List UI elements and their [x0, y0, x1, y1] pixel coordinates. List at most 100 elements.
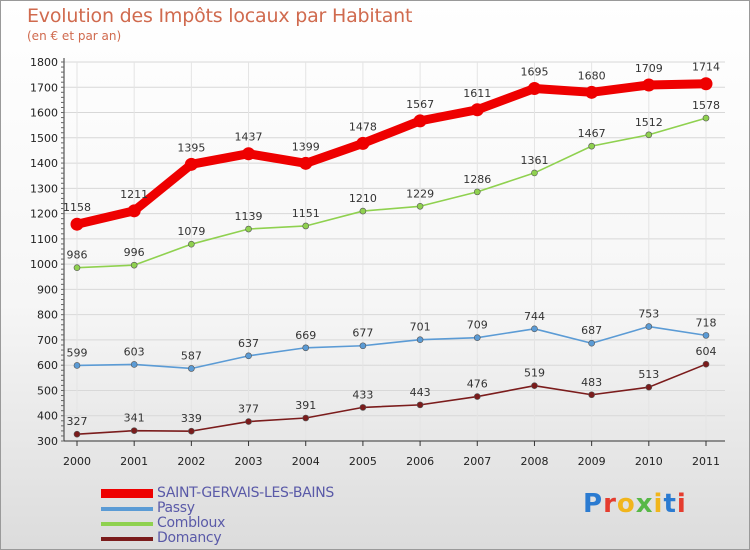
data-label: 1680	[578, 69, 606, 82]
data-point	[416, 401, 424, 409]
data-point	[702, 360, 710, 368]
data-label: 1709	[635, 62, 663, 75]
data-label: 709	[467, 319, 488, 332]
data-label: 718	[696, 316, 717, 329]
data-label: 587	[181, 349, 202, 362]
data-point	[245, 352, 252, 360]
data-label: 599	[67, 346, 88, 359]
x-tick-label: 2006	[406, 455, 434, 468]
data-label: 753	[638, 308, 659, 321]
x-tick-label: 2005	[349, 455, 377, 468]
series-layer	[70, 77, 713, 438]
data-label: 1395	[177, 141, 205, 154]
x-tick-label: 2010	[635, 455, 663, 468]
x-tick-label: 2009	[578, 455, 606, 468]
data-label: 519	[524, 367, 545, 380]
data-point	[188, 365, 195, 372]
data-point	[413, 114, 427, 128]
data-label: 1467	[578, 127, 606, 140]
data-label: 1578	[692, 99, 720, 112]
data-point	[699, 77, 713, 91]
legend-item: SAINT-GERVAIS-LES-BAINS	[101, 485, 381, 501]
x-tick-label: 2003	[235, 455, 263, 468]
data-point	[70, 217, 84, 231]
data-point	[73, 362, 81, 369]
data-label: 604	[696, 345, 717, 358]
data-label: 1139	[235, 210, 263, 223]
data-point	[302, 414, 310, 422]
data-point	[359, 342, 367, 350]
proxiti-logo: Proxiti	[583, 489, 687, 519]
data-label: 1151	[292, 207, 320, 220]
series-line	[76, 325, 707, 370]
axis-layer: 300 400 500 600 700 800 900 1000 1100 1200 1300 140…	[30, 56, 725, 468]
legend-item: Passy	[101, 500, 381, 516]
data-point	[184, 157, 198, 171]
logo-letter: i	[653, 489, 664, 519]
data-point	[127, 204, 141, 218]
series-passy	[73, 323, 710, 372]
data-point	[416, 202, 424, 210]
data-label: 391	[295, 399, 316, 412]
data-label: 327	[67, 415, 88, 428]
y-tick-label: 1100	[30, 233, 58, 246]
y-tick-label: 1400	[30, 157, 58, 170]
data-label: 1211	[120, 188, 148, 201]
y-tick-label: 900	[37, 283, 58, 296]
legend-swatch	[101, 489, 153, 498]
data-label: 443	[410, 386, 431, 399]
series-line	[72, 79, 711, 229]
data-point	[642, 78, 656, 92]
data-point	[188, 427, 195, 435]
y-tick-label: 1000	[30, 258, 58, 271]
x-tick-label: 2008	[520, 455, 548, 468]
data-point	[531, 169, 538, 177]
series-domancy	[73, 360, 710, 438]
data-point	[473, 188, 481, 196]
data-label: 476	[467, 378, 488, 391]
data-label: 1611	[463, 87, 491, 100]
data-point	[356, 136, 370, 150]
y-tick-label: 1200	[30, 208, 58, 221]
data-point	[299, 156, 313, 170]
series-combloux	[73, 114, 710, 271]
x-tick-label: 2004	[292, 455, 320, 468]
data-point	[242, 147, 256, 161]
data-point	[359, 207, 367, 215]
data-point	[702, 114, 710, 122]
legend: SAINT-GERVAIS-LES-BAINS Passy Combloux Doma…	[101, 485, 381, 546]
x-tick-label: 2000	[63, 455, 91, 468]
legend-item: Domancy	[101, 530, 381, 546]
data-label: 1437	[235, 131, 263, 144]
data-point	[359, 404, 367, 411]
data-point	[470, 103, 484, 117]
data-point	[245, 418, 252, 425]
data-point	[645, 383, 653, 391]
legend-label: SAINT-GERVAIS-LES-BAINS	[157, 485, 334, 501]
logo-letter: i	[676, 489, 687, 519]
x-tick-label: 2011	[692, 455, 720, 468]
data-label: 1695	[520, 66, 548, 79]
data-label: 669	[295, 329, 316, 342]
data-label: 1567	[406, 98, 434, 111]
data-label: 1286	[463, 173, 491, 186]
data-point	[645, 323, 653, 330]
data-point	[527, 82, 541, 96]
data-label: 1229	[406, 187, 434, 200]
chart-subtitle: (en € et par an)	[27, 29, 122, 43]
data-label: 341	[124, 412, 145, 425]
series-saint-gervais-les-bains	[70, 77, 713, 231]
x-tick-label: 2002	[177, 455, 205, 468]
logo-letter: x	[635, 489, 654, 519]
data-label: 1714	[692, 61, 720, 74]
y-tick-label: 1700	[30, 81, 58, 94]
logo-letter: P	[583, 489, 604, 519]
data-label: 1399	[292, 140, 320, 153]
logo-letter: o	[616, 489, 636, 519]
data-label: 637	[238, 337, 259, 350]
y-tick-label: 1800	[30, 56, 58, 69]
data-label: 603	[124, 345, 145, 358]
data-point	[531, 325, 538, 333]
y-tick-label: 1300	[30, 182, 58, 195]
data-point	[588, 391, 595, 399]
